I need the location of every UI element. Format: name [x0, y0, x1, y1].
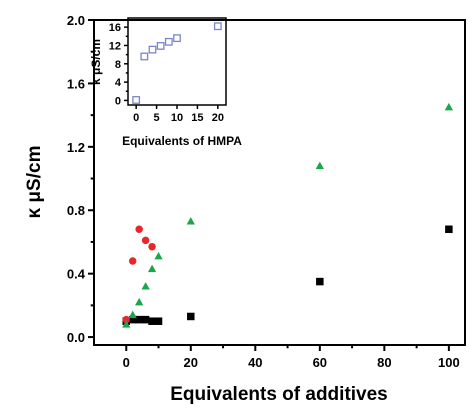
data-point: [148, 242, 156, 251]
inset-plot: 0 5 10 15 20 0 4 8 12 16: [109, 17, 227, 124]
inset-data-point: [140, 52, 149, 61]
inset-data-point: [173, 34, 181, 43]
inset-data-point: [156, 42, 165, 50]
x-tick-label: 40: [248, 355, 262, 370]
series-square: [122, 225, 453, 325]
inset-x-axis-label: Equivalents of HMPA: [122, 134, 242, 148]
inset-axes-frame: [127, 17, 227, 106]
series-circle: [122, 225, 156, 324]
inset-data-point: [132, 96, 141, 104]
data-point: [148, 317, 156, 325]
data-point: [141, 315, 150, 324]
data-point: [122, 315, 131, 324]
data-point: [135, 315, 143, 324]
x-axis-label: Equivalents of additives: [170, 384, 388, 405]
x-tick-label: 60: [313, 355, 327, 370]
inset-data-point: [213, 22, 222, 31]
y-tick-label: 1.6: [67, 76, 85, 91]
inset-data-point: [148, 45, 157, 54]
y-axis-label: κ μS/cm: [24, 146, 45, 219]
y-tick-label: 0.0: [67, 330, 85, 345]
inset-x-tick-label: 15: [191, 112, 203, 124]
x-tick-label: 100: [438, 355, 460, 370]
data-point: [128, 315, 137, 324]
axes-frame: [93, 19, 466, 346]
data-point: [316, 277, 324, 286]
inset-x-tick-label: 20: [212, 112, 224, 124]
data-point: [147, 264, 157, 273]
data-point: [128, 310, 137, 319]
data-point: [128, 257, 137, 265]
data-point: [445, 225, 453, 234]
inset-x-tick-label: 5: [154, 112, 160, 124]
inset-data-point: [164, 37, 173, 46]
data-point: [315, 161, 324, 170]
inset-series-open-square: [132, 22, 222, 104]
data-point: [444, 102, 453, 111]
inset-y-tick-label: 4: [115, 77, 122, 89]
data-point: [141, 236, 150, 245]
inset-x-tick-label: 0: [133, 112, 139, 124]
inset-y-tick-label: 16: [109, 22, 121, 34]
y-tick-label: 2.0: [67, 13, 85, 28]
data-point: [186, 217, 195, 225]
data-point: [154, 317, 163, 325]
x-tick-label: 0: [123, 355, 130, 370]
inset-y-axis-label: k μS/cm: [89, 39, 103, 85]
data-point: [141, 282, 150, 290]
inset-y-tick-label: 12: [109, 40, 121, 52]
inset-y-tick-label: 8: [115, 59, 121, 71]
inset-x-tick-label: 10: [171, 112, 183, 124]
y-tick-label: 1.2: [67, 140, 85, 155]
data-point: [154, 251, 163, 260]
data-point: [135, 297, 144, 306]
x-tick-label: 20: [184, 355, 198, 370]
data-point: [122, 320, 131, 328]
inset-y-tick-label: 0: [115, 95, 121, 107]
data-point: [187, 312, 195, 321]
series-triangle: [122, 102, 453, 328]
x-tick-label: 80: [377, 355, 391, 370]
y-tick-label: 0.4: [67, 267, 86, 282]
data-point: [135, 225, 143, 234]
y-tick-label: 0.8: [67, 203, 85, 218]
